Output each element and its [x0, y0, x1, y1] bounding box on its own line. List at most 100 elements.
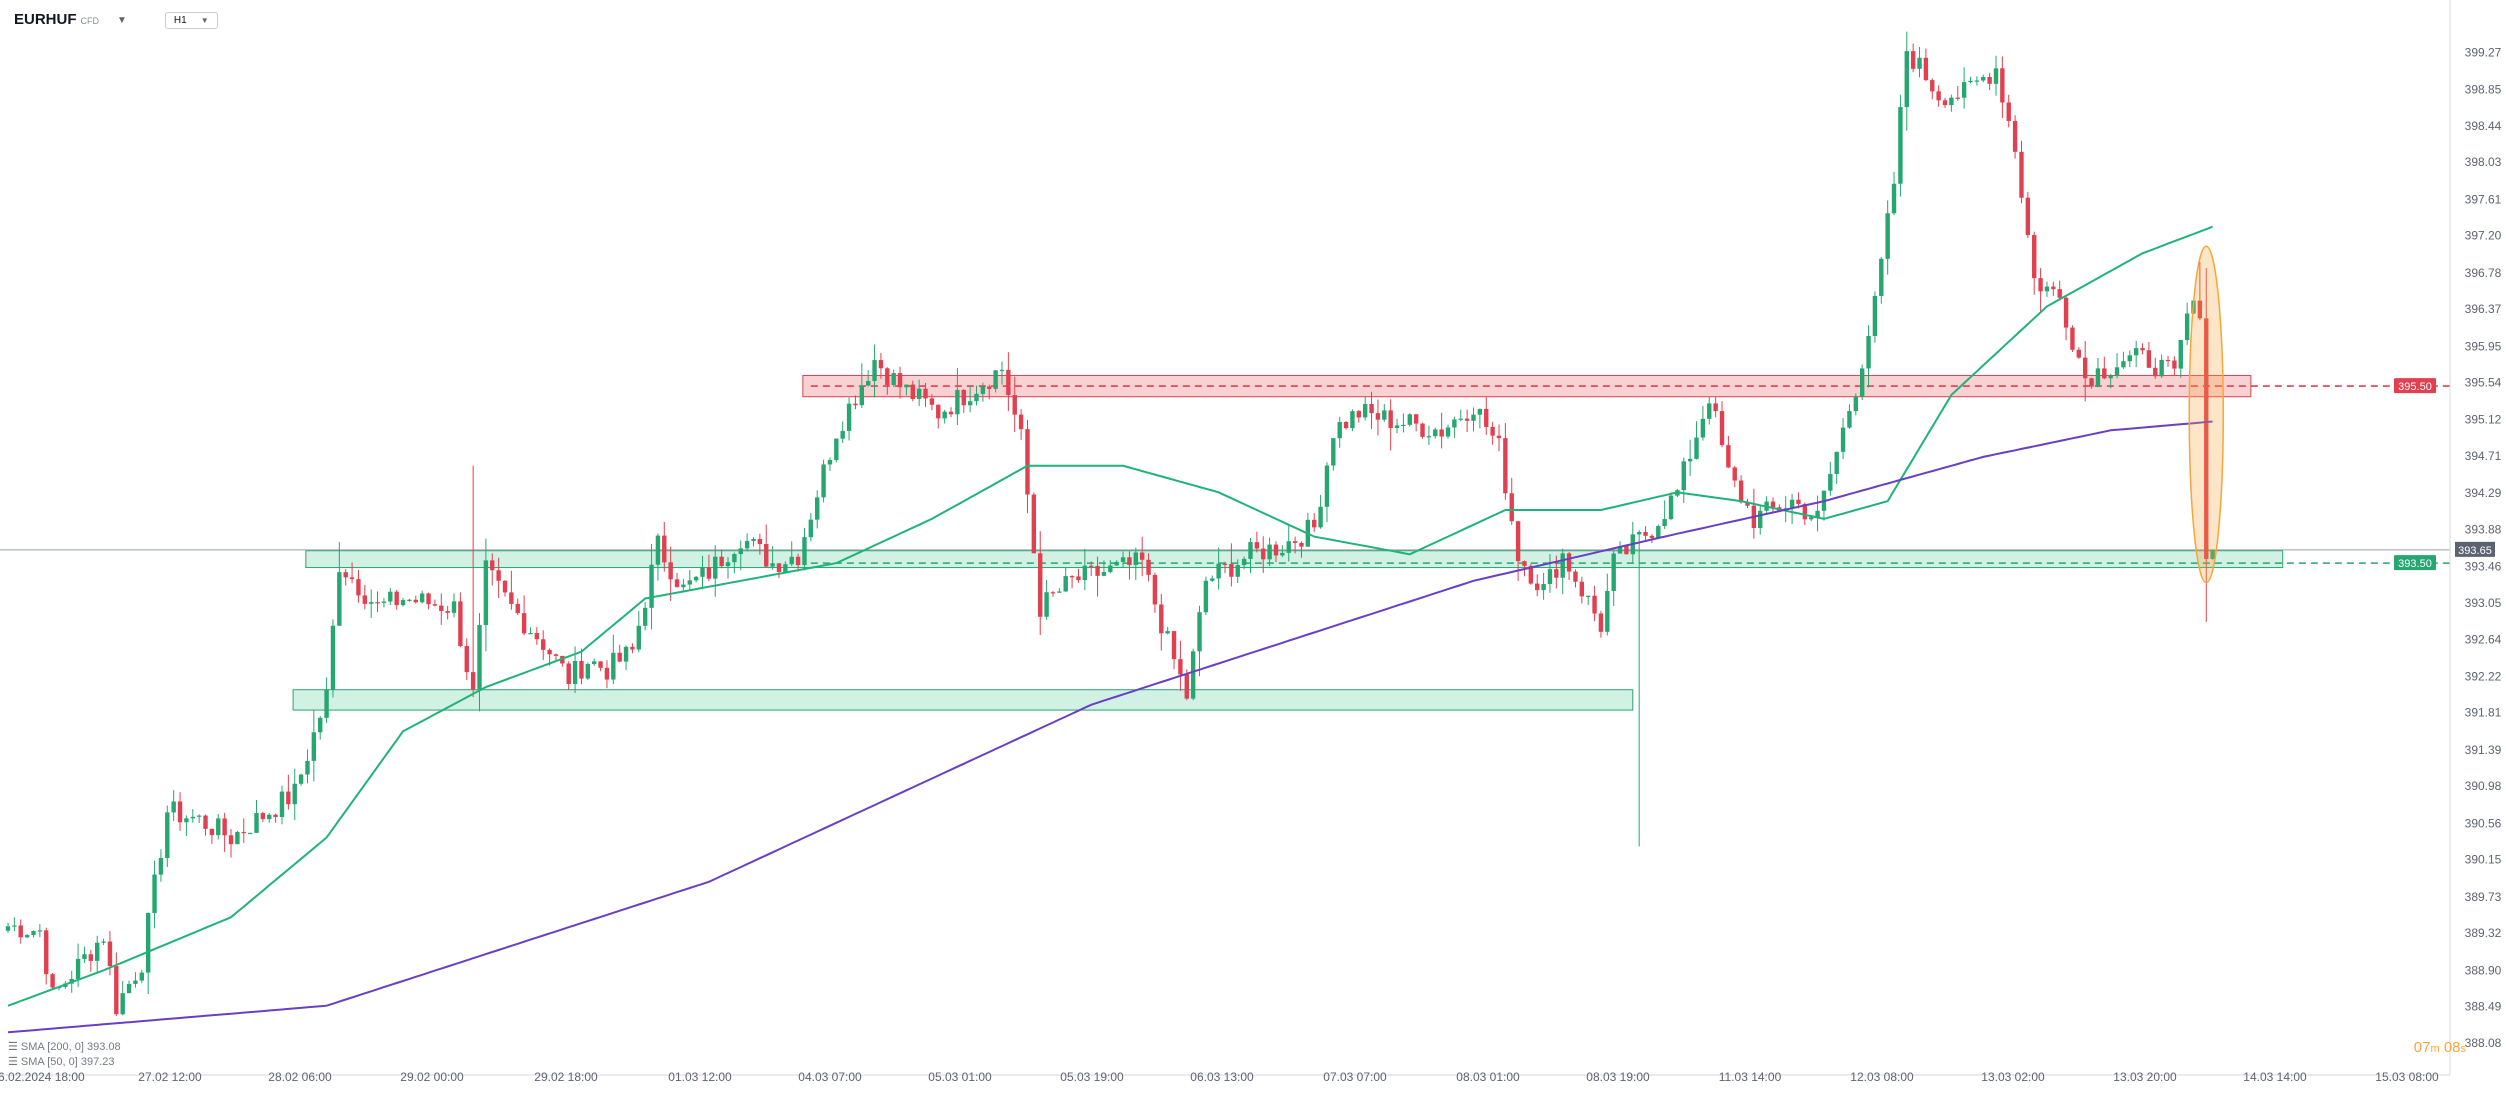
candle-body	[1515, 521, 1521, 562]
candle-body	[1401, 424, 1406, 427]
candle-body	[1152, 574, 1158, 605]
support-zone-upper	[305, 550, 2284, 569]
indicator-legend: ☰ SMA [200, 0] 393.08 ☰ SMA [50, 0] 397.…	[8, 1040, 121, 1070]
candle-body	[247, 832, 253, 835]
candle-body	[649, 564, 654, 608]
candle-body	[1038, 553, 1043, 617]
candle-body	[2095, 368, 2101, 387]
countdown-minutes: 07	[2413, 1039, 2431, 1056]
candle-body	[1146, 559, 1151, 575]
y-tick-label: 388.08	[2465, 1036, 2502, 1050]
candle-body	[1719, 411, 1725, 446]
sma200-line	[7, 420, 2213, 1034]
x-tick-label: 28.02 06:00	[268, 1070, 332, 1084]
candle-countdown: 07m 08s	[2414, 1039, 2466, 1056]
candle-body	[1210, 578, 1215, 581]
time-axis: 26.02.2024 18:00 27.02 12:00 28.02 06:00 29…	[0, 1070, 2450, 1084]
candle-body	[267, 814, 272, 820]
candle-body	[674, 579, 680, 588]
legend-sma200[interactable]: ☰ SMA [200, 0] 393.08	[8, 1040, 121, 1055]
candle-body	[1484, 408, 1489, 428]
candle-body	[292, 783, 297, 805]
candle-body	[1159, 604, 1164, 634]
x-tick-label: 05.03 01:00	[928, 1070, 992, 1084]
candle-body	[2063, 297, 2069, 328]
candle-body	[5, 926, 11, 931]
candle-body	[706, 567, 712, 579]
legend-sma50[interactable]: ☰ SMA [50, 0] 397.23	[8, 1055, 121, 1070]
candle-body	[846, 403, 852, 431]
candle-body	[1885, 213, 1890, 259]
candle-body	[834, 438, 839, 461]
candle-body	[356, 579, 361, 596]
candle-body	[37, 930, 43, 932]
candle-body	[751, 538, 756, 541]
candle-body	[1968, 80, 1973, 83]
symbol-ticker: EURHUF	[14, 11, 77, 28]
candle-body	[916, 388, 922, 399]
candle-body	[509, 592, 514, 604]
candle-body	[330, 625, 336, 690]
list-icon: ☰	[8, 1041, 21, 1053]
candle-body	[1362, 404, 1368, 418]
candle-body	[2133, 348, 2139, 356]
candle-body	[1343, 422, 1349, 429]
candle-body	[311, 732, 317, 761]
candle-body	[1139, 552, 1145, 560]
candle-body	[1770, 501, 1776, 508]
candle-body	[1273, 544, 1279, 556]
candle-body	[1394, 425, 1400, 428]
candle-body	[1987, 77, 1992, 84]
y-tick-label: 399.27	[2465, 45, 2502, 59]
symbol-dropdown-icon[interactable]: ▼	[117, 14, 127, 26]
candle-body	[904, 384, 909, 388]
candle-body	[878, 360, 884, 369]
candle-body	[1044, 592, 1049, 617]
candle-body	[1471, 414, 1476, 421]
candle-body	[1745, 502, 1750, 506]
candle-body	[1101, 572, 1107, 576]
candle-body	[483, 560, 489, 626]
candle-body	[993, 370, 998, 389]
level-badge-support-bg	[2394, 555, 2436, 571]
candle-body	[1662, 519, 1667, 527]
candle-body	[955, 389, 960, 415]
timeframe-select[interactable]: H1 ▼	[164, 11, 218, 29]
candle-body	[1420, 423, 1425, 437]
level-badge-support: 393.50	[2394, 555, 2436, 571]
candle-body	[980, 386, 986, 394]
y-tick-label: 390.15	[2465, 853, 2502, 867]
candle-body	[2070, 327, 2075, 350]
candle-body	[757, 538, 763, 545]
candle-body	[1018, 414, 1024, 430]
x-tick-label: 12.03 08:00	[1850, 1070, 1914, 1084]
candle-body	[18, 925, 23, 938]
symbol-name[interactable]: EURHUF CFD	[14, 11, 99, 29]
candle-body	[394, 591, 399, 606]
candle-body	[655, 535, 661, 565]
symbol-header: EURHUF CFD ▼ H1 ▼	[14, 8, 218, 32]
candle-body	[464, 646, 469, 673]
candle-body	[1904, 51, 1909, 108]
candle-body	[1942, 100, 1948, 106]
x-tick-label: 01.03 12:00	[668, 1070, 732, 1084]
candle-body	[1554, 569, 1559, 578]
candle-body	[2044, 286, 2050, 292]
y-tick-label: 397.20	[2465, 229, 2502, 243]
candle-body	[1700, 418, 1706, 438]
candle-body	[1592, 595, 1597, 614]
candle-body	[1025, 429, 1030, 495]
candle-body	[2082, 357, 2088, 379]
candle-body	[1280, 552, 1285, 556]
candle-body	[1694, 437, 1699, 459]
candle-body	[458, 601, 463, 647]
candle-body	[2127, 355, 2132, 362]
candle-body	[1248, 542, 1253, 559]
candle-body	[948, 411, 954, 415]
candle-body	[1452, 419, 1457, 428]
x-tick-label: 11.03 14:00	[1719, 1070, 1782, 1084]
y-tick-label: 389.73	[2465, 890, 2502, 904]
x-tick-label: 13.03 02:00	[1981, 1070, 2045, 1084]
candle-body	[298, 774, 304, 784]
